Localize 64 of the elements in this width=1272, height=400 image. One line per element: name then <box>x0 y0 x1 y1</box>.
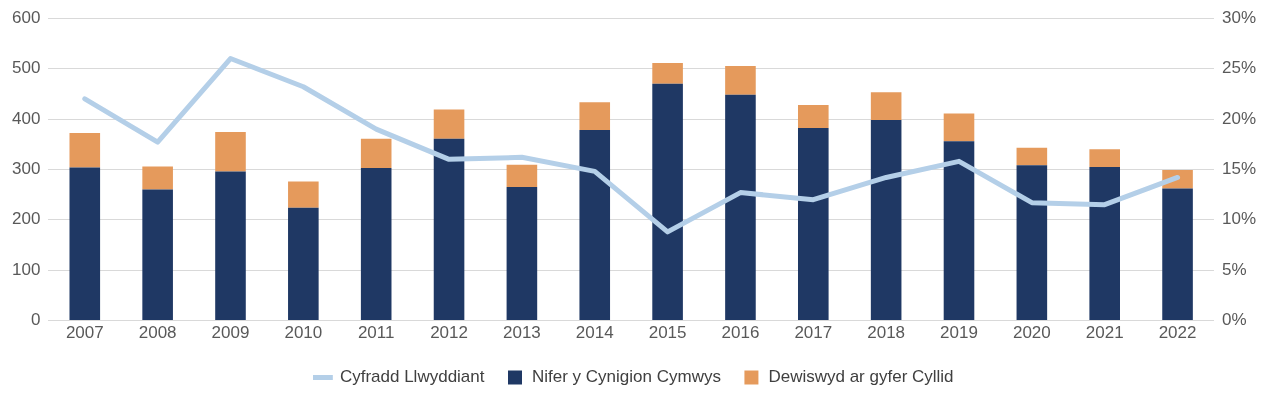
bar <box>943 113 975 142</box>
y-tick-label: 100 <box>11 259 41 279</box>
x-tick-label: 2018 <box>867 323 906 343</box>
legend-label: Cyfradd Llwyddiant <box>339 367 485 387</box>
y2-tick-label: 30% <box>1221 7 1257 27</box>
x-tick-label: 2013 <box>502 323 541 343</box>
bar <box>1089 149 1120 167</box>
x-tick-label: 2019 <box>940 323 978 343</box>
bar <box>360 138 392 168</box>
bar <box>360 167 392 321</box>
bar <box>1089 166 1120 321</box>
y-tick-label: 200 <box>11 209 41 229</box>
bar <box>725 66 756 95</box>
y-tick-label: 500 <box>11 58 41 78</box>
bar <box>215 171 246 321</box>
bar <box>579 102 611 131</box>
bar <box>1162 188 1193 321</box>
x-tick-label: 2010 <box>284 323 323 343</box>
bar <box>433 138 465 321</box>
legend-label: Dewiswyd ar gyfer Cyllid <box>768 367 954 387</box>
bar <box>1016 165 1048 321</box>
x-tick-label: 2009 <box>211 323 250 343</box>
bar <box>1016 147 1048 166</box>
bar <box>579 130 611 321</box>
bar <box>433 109 465 139</box>
y-tick-label: 0 <box>30 310 41 330</box>
bar <box>69 167 101 321</box>
x-tick-label: 2008 <box>138 323 177 343</box>
bar <box>506 187 538 321</box>
bar <box>288 207 319 321</box>
x-tick-label: 2020 <box>1012 323 1051 343</box>
x-tick-label: 2021 <box>1085 323 1124 343</box>
bar <box>725 94 756 321</box>
bar <box>798 128 829 321</box>
y-tick-label: 400 <box>11 108 41 128</box>
x-tick-label: 2012 <box>430 323 468 343</box>
x-tick-label: 2017 <box>794 323 833 343</box>
bar <box>69 133 101 168</box>
bar <box>870 92 902 121</box>
x-tick-label: 2016 <box>721 323 760 343</box>
bar <box>652 83 683 321</box>
x-tick-label: 2015 <box>648 323 687 343</box>
x-tick-label: 2007 <box>65 323 104 343</box>
x-tick-label: 2022 <box>1158 323 1197 343</box>
bar <box>142 189 173 321</box>
legend-label: Nifer y Cynigion Cymwys <box>532 367 721 387</box>
bar <box>652 63 683 84</box>
bar <box>142 166 173 190</box>
y2-tick-label: 5% <box>1221 259 1247 279</box>
bar <box>288 181 319 208</box>
y2-tick-label: 20% <box>1221 108 1257 128</box>
y2-tick-label: 10% <box>1221 209 1257 229</box>
y2-tick-label: 0% <box>1221 310 1247 330</box>
y2-tick-label: 15% <box>1221 159 1257 179</box>
x-tick-label: 2014 <box>575 323 614 343</box>
x-tick-label: 2011 <box>357 323 395 343</box>
y-tick-label: 600 <box>11 7 41 27</box>
bar <box>870 120 902 321</box>
y-tick-label: 300 <box>11 159 41 179</box>
bar <box>798 104 829 129</box>
y2-tick-label: 25% <box>1221 58 1257 78</box>
bar <box>943 141 975 321</box>
bar <box>506 164 538 188</box>
bar <box>215 132 246 172</box>
